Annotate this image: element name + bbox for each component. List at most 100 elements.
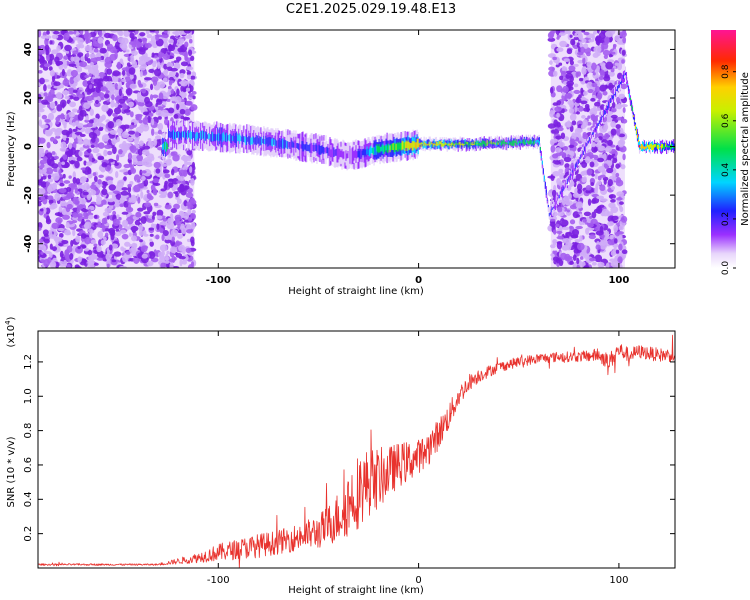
signal-cell	[438, 141, 440, 146]
signal-cell	[266, 137, 268, 144]
noise-speckle	[125, 144, 130, 148]
signal-cell	[391, 143, 393, 151]
signal-cell	[493, 142, 495, 145]
noise-speckle	[559, 40, 568, 48]
signal-cell	[355, 151, 357, 160]
noise-speckle	[115, 214, 120, 218]
signal-cell	[166, 142, 168, 152]
noise-speckle	[79, 198, 87, 205]
noise-speckle	[79, 109, 87, 117]
y-tick-label: 0	[23, 143, 34, 150]
noise-speckle	[183, 30, 192, 34]
noise-speckle	[106, 46, 111, 52]
noise-speckle	[601, 208, 610, 217]
noise-speckle	[591, 82, 598, 88]
signal-cell	[656, 144, 659, 150]
signal-cell	[492, 141, 494, 144]
noise-speckle	[552, 256, 560, 262]
noise-speckle	[83, 211, 88, 218]
signal-cell	[350, 153, 352, 160]
signal-cell	[461, 142, 463, 146]
signal-cell	[279, 137, 281, 149]
noise-speckle	[90, 144, 95, 148]
signal-cell	[328, 147, 330, 156]
signal-cell	[413, 141, 415, 148]
noise-speckle	[101, 114, 106, 121]
signal-cell	[556, 197, 558, 201]
signal-cell	[490, 140, 492, 144]
noise-speckle	[555, 64, 560, 68]
noise-speckle	[128, 101, 135, 108]
noise-speckle	[127, 56, 131, 62]
noise-speckle	[38, 102, 44, 111]
signal-cell	[323, 146, 325, 155]
noise-speckle	[108, 227, 116, 234]
signal-cell	[456, 143, 458, 145]
noise-speckle	[131, 235, 137, 242]
noise-speckle	[85, 166, 91, 172]
noise-speckle	[72, 171, 76, 179]
noise-speckle	[175, 191, 179, 198]
signal-cell	[292, 141, 294, 148]
noise-speckle	[141, 55, 145, 60]
noise-speckle	[592, 72, 596, 76]
noise-speckle	[569, 100, 575, 109]
noise-speckle	[44, 63, 51, 67]
signal-cell	[424, 142, 426, 147]
signal-cell	[595, 126, 597, 128]
signal-cell	[544, 182, 546, 189]
signal-cell	[345, 150, 347, 161]
noise-speckle	[96, 122, 104, 127]
signal-cell	[379, 146, 381, 153]
noise-speckle	[68, 192, 75, 198]
signal-cell	[246, 134, 248, 145]
noise-speckle	[75, 43, 82, 48]
noise-speckle	[603, 230, 610, 237]
noise-speckle	[123, 176, 127, 181]
noise-speckle	[107, 138, 112, 145]
noise-speckle	[612, 43, 617, 48]
signal-cell	[352, 151, 354, 161]
noise-speckle	[60, 113, 65, 120]
noise-speckle	[114, 41, 120, 50]
signal-cell	[387, 143, 389, 154]
signal-cell	[270, 137, 272, 146]
noise-speckle	[589, 161, 595, 168]
noise-speckle	[132, 256, 140, 264]
noise-speckle	[73, 96, 80, 101]
noise-speckle	[113, 251, 122, 257]
noise-speckle	[573, 63, 579, 67]
noise-speckle	[157, 122, 164, 131]
noise-speckle	[55, 135, 61, 139]
signal-cell	[519, 141, 521, 145]
noise-speckle	[38, 112, 41, 118]
signal-cell	[348, 152, 350, 160]
signal-cell	[663, 146, 666, 149]
signal-cell	[641, 144, 644, 149]
signal-cell	[408, 141, 410, 151]
noise-speckle	[578, 77, 584, 82]
noise-speckle	[183, 51, 188, 59]
noise-speckle	[178, 30, 184, 36]
noise-speckle	[578, 32, 582, 40]
signal-cell	[470, 143, 472, 145]
noise-speckle	[63, 32, 70, 41]
noise-speckle	[574, 239, 581, 243]
signal-cell	[503, 140, 505, 147]
noise-speckle	[173, 37, 178, 45]
signal-cell	[401, 140, 403, 151]
noise-speckle	[577, 188, 583, 194]
noise-speckle	[166, 91, 172, 96]
noise-speckle	[73, 76, 80, 83]
noise-speckle	[90, 239, 97, 244]
signal-cell	[377, 145, 379, 154]
signal-cell	[648, 144, 651, 151]
noise-speckle	[588, 39, 595, 43]
signal-cell	[343, 151, 345, 159]
signal-cell	[421, 142, 423, 145]
signal-cell	[404, 142, 406, 151]
noise-speckle	[119, 197, 124, 204]
noise-speckle	[556, 241, 563, 250]
y-tick-label: 1.0	[23, 388, 34, 404]
